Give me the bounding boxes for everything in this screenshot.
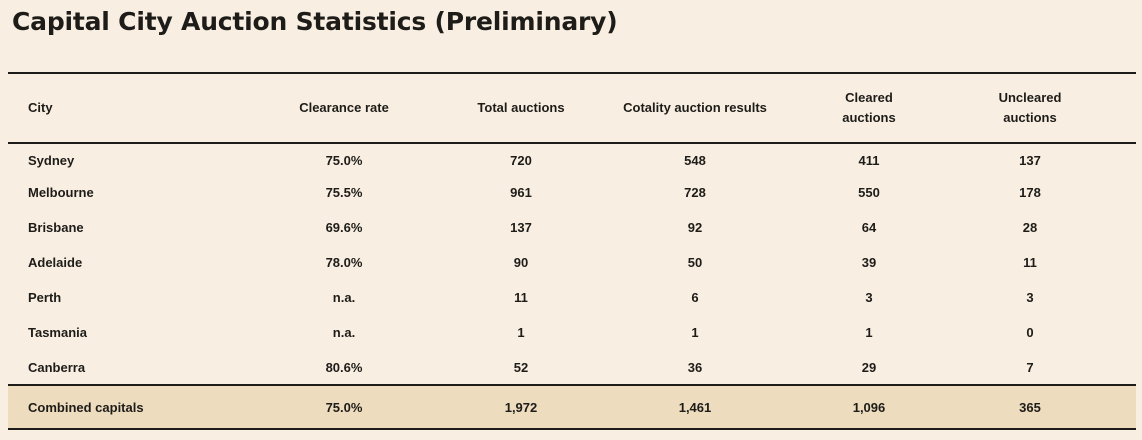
table-header: City Clearance rate Total auctions Cotal…	[8, 73, 1136, 143]
table-row: Melbourne 75.5% 961 728 550 178	[8, 175, 1136, 210]
cell-uncleared: 0	[1026, 325, 1034, 340]
auction-stats-table: City Clearance rate Total auctions Cotal…	[8, 72, 1136, 430]
cell-clearance-rate: 75.5%	[325, 185, 363, 200]
cell-cleared: 550	[858, 185, 880, 200]
cell-total-auctions: 720	[510, 153, 532, 168]
cell-cotality-results: 6	[691, 290, 699, 305]
cell-cleared: 3	[865, 290, 873, 305]
cell-total-auctions: 137	[510, 220, 532, 235]
cell-clearance-rate: n.a.	[332, 325, 356, 340]
cell-city: Perth	[28, 290, 62, 305]
table-body: Sydney 75.0% 720 548 411 137 Melbourne 7…	[8, 143, 1136, 429]
header-uncleared: Uncleared auctions	[924, 73, 1136, 143]
cell-clearance-rate: 69.6%	[325, 220, 363, 235]
header-uncleared-label: Uncleared auctions	[998, 90, 1062, 125]
total-city: Combined capitals	[28, 399, 144, 415]
total-total-auctions: 1,972	[504, 399, 538, 415]
cell-uncleared: 3	[1026, 290, 1034, 305]
table-row: Sydney 75.0% 720 548 411 137	[8, 143, 1136, 175]
cell-cleared: 64	[861, 220, 877, 235]
cell-uncleared: 7	[1026, 359, 1034, 375]
cell-cleared: 29	[861, 359, 877, 375]
header-cleared-label: Cleared auctions	[842, 90, 896, 125]
cell-city: Sydney	[28, 153, 75, 168]
cell-city: Melbourne	[28, 185, 94, 200]
cell-cleared: 39	[861, 255, 877, 270]
page-title: Capital City Auction Statistics (Prelimi…	[12, 7, 618, 36]
table-row: Tasmania n.a. 1 1 1 0	[8, 315, 1136, 350]
total-cotality-results: 1,461	[678, 399, 712, 415]
cell-total-auctions: 90	[513, 255, 529, 270]
cell-city: Canberra	[28, 359, 86, 375]
cell-total-auctions: 1	[517, 325, 525, 340]
cell-clearance-rate: n.a.	[332, 290, 356, 305]
cell-clearance-rate: 78.0%	[325, 255, 363, 270]
cell-total-auctions: 52	[513, 359, 529, 375]
cell-cleared: 411	[858, 153, 880, 168]
cell-total-auctions: 11	[514, 290, 528, 305]
total-clearance-rate: 75.0%	[325, 399, 363, 415]
cell-cleared: 1	[865, 325, 873, 340]
table-row: Canberra 80.6% 52 36 29 7	[8, 350, 1136, 385]
cell-total-auctions: 961	[510, 185, 532, 200]
total-row: Combined capitals 75.0% 1,972 1,461 1,09…	[8, 385, 1136, 429]
table-row: Adelaide 78.0% 90 50 39 11	[8, 245, 1136, 280]
cell-clearance-rate: 75.0%	[325, 153, 363, 168]
table-row: Perth n.a. 11 6 3 3	[8, 280, 1136, 315]
total-uncleared: 365	[1019, 399, 1041, 415]
table-row: Brisbane 69.6% 137 92 64 28	[8, 210, 1136, 245]
header-city: City	[28, 100, 53, 115]
header-cotality-results: Cotality auction results	[623, 100, 767, 115]
cell-uncleared: 11	[1023, 255, 1037, 270]
header-row: City Clearance rate Total auctions Cotal…	[8, 73, 1136, 143]
cell-cotality-results: 548	[684, 153, 706, 168]
header-clearance-rate: Clearance rate	[222, 73, 466, 143]
cell-city: Brisbane	[28, 220, 84, 235]
cell-uncleared: 137	[1019, 153, 1041, 168]
cell-cotality-results: 50	[687, 255, 703, 270]
total-cleared: 1,096	[852, 399, 886, 415]
header-total-auctions: Total auctions	[477, 100, 565, 115]
cell-cotality-results: 1	[691, 325, 699, 340]
cell-cotality-results: 92	[687, 220, 703, 235]
header-cleared: Cleared auctions	[814, 73, 924, 143]
cell-clearance-rate: 80.6%	[325, 359, 363, 375]
cell-uncleared: 28	[1022, 220, 1038, 235]
cell-cotality-results: 36	[687, 359, 703, 375]
cell-cotality-results: 728	[684, 185, 706, 200]
cell-city: Tasmania	[28, 325, 88, 340]
cell-uncleared: 178	[1019, 185, 1041, 200]
cell-city: Adelaide	[28, 255, 83, 270]
header-clearance-rate-label: Clearance rate	[299, 100, 389, 115]
